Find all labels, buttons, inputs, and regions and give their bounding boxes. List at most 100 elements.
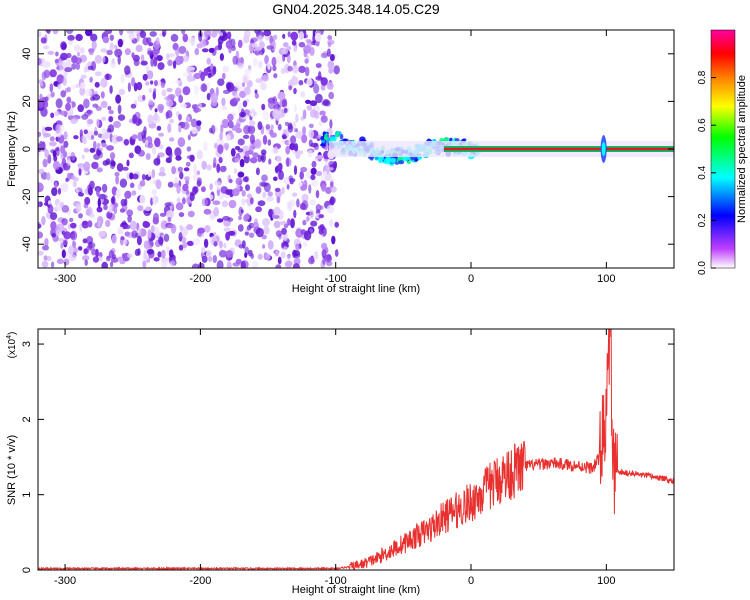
spectrogram-y-tick-label-1: -20 xyxy=(21,189,33,205)
heat-speck-1032 xyxy=(156,55,163,62)
heat-speck-1301 xyxy=(318,214,324,219)
heat-speck-1220 xyxy=(139,30,147,39)
heat-speck-411 xyxy=(275,55,283,64)
heat-speck-1086 xyxy=(131,134,138,140)
heat-speck-673 xyxy=(169,137,175,142)
heat-speck-954 xyxy=(167,93,176,100)
heat-speck-1265 xyxy=(87,186,93,196)
heat-speck-39 xyxy=(201,48,209,53)
heat-speck-228 xyxy=(181,30,186,35)
heat-speck-1383 xyxy=(327,60,335,70)
heat-speck-1356 xyxy=(204,225,211,233)
heat-speck-332 xyxy=(265,124,271,130)
heat-speck-1090 xyxy=(122,166,129,171)
heat-speck-1353 xyxy=(108,205,113,214)
heat-speck-1230 xyxy=(191,127,198,135)
heat-speck-482 xyxy=(226,261,232,268)
heat-speck-35 xyxy=(300,91,306,98)
heat-speck-496 xyxy=(257,121,263,130)
heat-speck-344 xyxy=(118,88,126,96)
heat-speck-606 xyxy=(43,100,49,108)
heat-speck-838 xyxy=(299,150,304,155)
heat-speck-1258 xyxy=(289,143,296,151)
heat-speck-975 xyxy=(153,80,158,87)
heat-speck-1345 xyxy=(146,249,154,255)
heat-speck-1257 xyxy=(103,204,108,211)
heat-speck-1219 xyxy=(160,249,166,259)
heat-speck-1311 xyxy=(47,204,54,214)
heat-speck-1392 xyxy=(270,124,274,130)
heat-speck-1131 xyxy=(87,109,94,115)
heat-speck-585 xyxy=(310,167,317,175)
heat-speck-436 xyxy=(321,242,328,250)
heat-speck-935 xyxy=(130,103,137,109)
heat-speck-951 xyxy=(260,149,267,156)
heat-speck-50 xyxy=(325,186,332,195)
heat-speck-1192 xyxy=(302,126,306,135)
heat-speck-955 xyxy=(168,249,174,258)
heat-speck-687 xyxy=(292,192,298,197)
heat-speck-1222 xyxy=(172,60,177,69)
heat-speck-963 xyxy=(155,179,162,190)
heat-speck-923 xyxy=(43,255,48,261)
heat-speck-868 xyxy=(217,78,225,86)
heat-speck-1282 xyxy=(221,97,226,107)
heat-speck-968 xyxy=(124,65,131,75)
heat-speck-4 xyxy=(117,114,126,121)
heat-speck-487 xyxy=(135,44,143,53)
heat-speck-1288 xyxy=(155,37,160,45)
heat-speck-948 xyxy=(282,42,289,48)
heat-speck-1189 xyxy=(131,77,136,87)
heat-speck-1240 xyxy=(153,257,160,262)
heat-speck-1099 xyxy=(59,201,65,208)
heat-speck-556 xyxy=(260,82,267,91)
heat-speck-831 xyxy=(222,72,226,80)
heat-speck-531 xyxy=(217,30,221,35)
heat-speck-631 xyxy=(255,186,262,194)
heat-speck-175 xyxy=(38,151,42,157)
heat-speck-1073 xyxy=(144,206,152,212)
heat-speck-1057 xyxy=(329,119,333,129)
colorbar-tick-label-2: 0.4 xyxy=(697,165,708,179)
spectrogram-x-tick-label-2: -100 xyxy=(325,273,347,285)
heat-speck-373 xyxy=(136,32,140,42)
heat-speck-908 xyxy=(61,249,66,259)
heat-speck-751 xyxy=(143,240,150,249)
heat-speck-956 xyxy=(136,235,142,246)
heat-speck-874 xyxy=(209,183,213,191)
heat-speck-1327 xyxy=(173,182,179,188)
heat-speck-1060 xyxy=(124,190,132,199)
heat-speck-981 xyxy=(78,192,84,197)
heat-speck-957 xyxy=(123,139,130,146)
heat-speck-1046 xyxy=(110,197,115,204)
heat-speck-1326 xyxy=(48,141,57,147)
heat-speck-590 xyxy=(298,41,306,48)
heat-speck-491 xyxy=(239,90,246,99)
heat-speck-1146 xyxy=(244,86,251,96)
heat-speck-937 xyxy=(213,206,220,217)
heat-speck-211 xyxy=(158,132,165,137)
heat-speck-790 xyxy=(298,182,303,187)
heat-speck-1184 xyxy=(66,86,71,93)
heat-speck-1318 xyxy=(80,74,87,79)
heat-speck-939 xyxy=(209,194,214,200)
heat-speck-176 xyxy=(212,255,217,263)
heat-speck-1156 xyxy=(196,177,202,186)
heat-speck-837 xyxy=(178,125,182,133)
heat-speck-1314 xyxy=(60,90,67,98)
heat-speck-127 xyxy=(253,57,258,67)
heat-speck-1272 xyxy=(145,139,149,148)
heat-speck-561 xyxy=(74,57,82,65)
heat-speck-731 xyxy=(101,143,108,148)
heat-speck-89 xyxy=(223,227,231,232)
heat-speck-560 xyxy=(124,224,131,230)
heat-speck-540 xyxy=(216,163,221,173)
heat-speck-1299 xyxy=(281,242,285,249)
heat-speck-771 xyxy=(244,68,252,75)
heat-speck-500 xyxy=(175,87,182,97)
heat-speck-1373 xyxy=(325,260,333,267)
heat-speck-201 xyxy=(280,251,286,259)
heat-speck-1312 xyxy=(306,39,313,48)
heat-speck-1148 xyxy=(150,225,155,233)
heat-speck-1107 xyxy=(315,204,322,212)
